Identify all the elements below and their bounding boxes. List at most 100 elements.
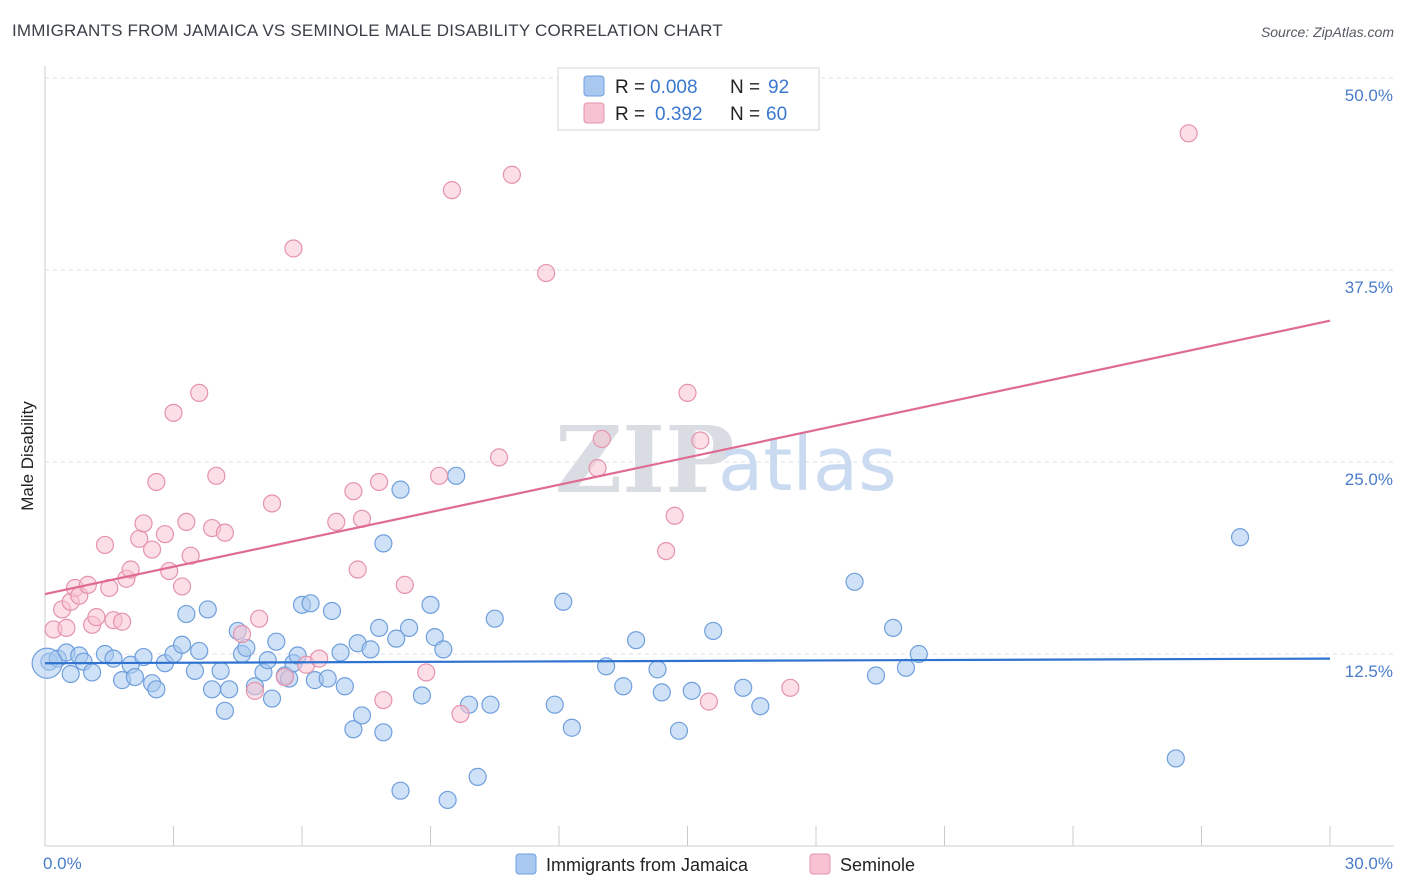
data-point <box>262 494 282 513</box>
data-point <box>374 723 393 742</box>
data-point <box>412 686 432 705</box>
data-point <box>177 604 196 624</box>
data-point <box>682 681 701 700</box>
x-tick-max: 30.0% <box>1345 854 1393 873</box>
data-point <box>352 706 372 725</box>
data-point <box>399 618 419 637</box>
data-point <box>387 629 406 648</box>
data-point <box>87 608 106 627</box>
data-point <box>374 534 393 553</box>
data-point <box>434 640 453 659</box>
y-axis-label: Male Disability <box>18 401 37 511</box>
y-tick-label: 25.0% <box>1345 470 1393 489</box>
bottom-legend-swatch-seminole <box>809 853 831 875</box>
data-point <box>215 701 234 720</box>
legend-n-label-seminole: N = <box>730 104 760 125</box>
data-point <box>678 383 697 402</box>
data-point <box>322 601 342 621</box>
trend-lines <box>44 319 1331 665</box>
data-point <box>429 466 449 485</box>
data-point <box>395 575 414 594</box>
y-tick-label: 37.5% <box>1345 278 1393 297</box>
data-point <box>121 560 140 579</box>
data-point <box>648 660 667 679</box>
data-point <box>1230 528 1250 547</box>
data-point <box>112 612 132 631</box>
data-point <box>704 621 723 641</box>
data-point <box>331 643 350 662</box>
data-point <box>699 692 719 711</box>
bottom-legend-label-seminole: Seminole <box>840 855 915 875</box>
data-point <box>592 429 611 449</box>
data-point <box>344 482 363 501</box>
legend-r-label-jamaica: R = <box>615 77 645 98</box>
legend-swatch-jamaica <box>583 75 605 97</box>
data-point <box>284 239 303 258</box>
data-point <box>652 683 671 702</box>
data-point <box>866 666 886 685</box>
data-point <box>545 695 564 714</box>
data-point <box>896 658 916 677</box>
data-point <box>417 663 436 682</box>
data-point <box>202 680 222 699</box>
watermark: ZIP atlas <box>555 406 897 514</box>
watermark-zip: ZIP <box>555 406 734 514</box>
data-point <box>155 525 175 544</box>
grid-lines <box>45 77 1394 655</box>
data-point <box>883 618 903 637</box>
data-point <box>348 560 367 579</box>
data-point <box>909 644 928 664</box>
data-point <box>61 664 80 684</box>
data-point <box>190 641 209 661</box>
data-point <box>425 628 444 647</box>
data-point <box>562 718 581 737</box>
data-point <box>344 720 363 739</box>
x-tick-min: 0.0% <box>43 854 82 873</box>
data-point <box>211 661 230 680</box>
data-point <box>160 561 179 581</box>
data-point <box>1166 749 1185 768</box>
data-point <box>370 472 389 492</box>
data-point <box>172 635 192 654</box>
data-point <box>57 618 76 637</box>
data-point <box>327 512 346 532</box>
data-point <box>845 572 864 591</box>
legend-n-value-seminole: 60 <box>766 104 787 125</box>
data-point <box>391 781 410 800</box>
data-point <box>370 618 389 637</box>
data-point <box>232 624 252 644</box>
data-point <box>335 677 354 696</box>
source-label: Source: ZipAtlas.com <box>1260 24 1394 40</box>
data-point <box>1179 124 1198 143</box>
data-point <box>207 466 226 485</box>
data-point <box>485 609 504 628</box>
data-point <box>588 459 607 478</box>
legend-n-label-jamaica: N = <box>730 77 760 98</box>
legend-n-value-jamaica: 92 <box>768 77 789 98</box>
data-point <box>442 181 462 200</box>
data-point <box>164 403 183 422</box>
data-point <box>614 677 633 696</box>
data-point <box>250 609 269 628</box>
data-point <box>734 678 753 697</box>
data-point <box>198 600 217 619</box>
legend-r-value-jamaica: 0.008 <box>650 77 698 98</box>
bottom-legend: Immigrants from Jamaica Seminole <box>515 853 915 875</box>
data-point <box>502 165 521 184</box>
data-point <box>691 431 710 450</box>
data-point <box>489 448 509 467</box>
data-point <box>374 690 393 710</box>
y-tick-label: 50.0% <box>1345 86 1393 105</box>
y-tick-labels: 12.5% 25.0% 37.5% 50.0% <box>1345 86 1393 681</box>
legend-r-label-seminole: R = <box>615 104 645 125</box>
data-point <box>554 592 573 611</box>
data-point <box>267 632 286 651</box>
data-point <box>142 540 162 559</box>
data-point <box>95 535 115 555</box>
data-point <box>391 480 410 499</box>
x-tick-labels: 0.0% 30.0% <box>43 854 1393 873</box>
data-point <box>147 680 166 699</box>
data-point <box>421 595 440 614</box>
axes <box>44 66 1394 847</box>
